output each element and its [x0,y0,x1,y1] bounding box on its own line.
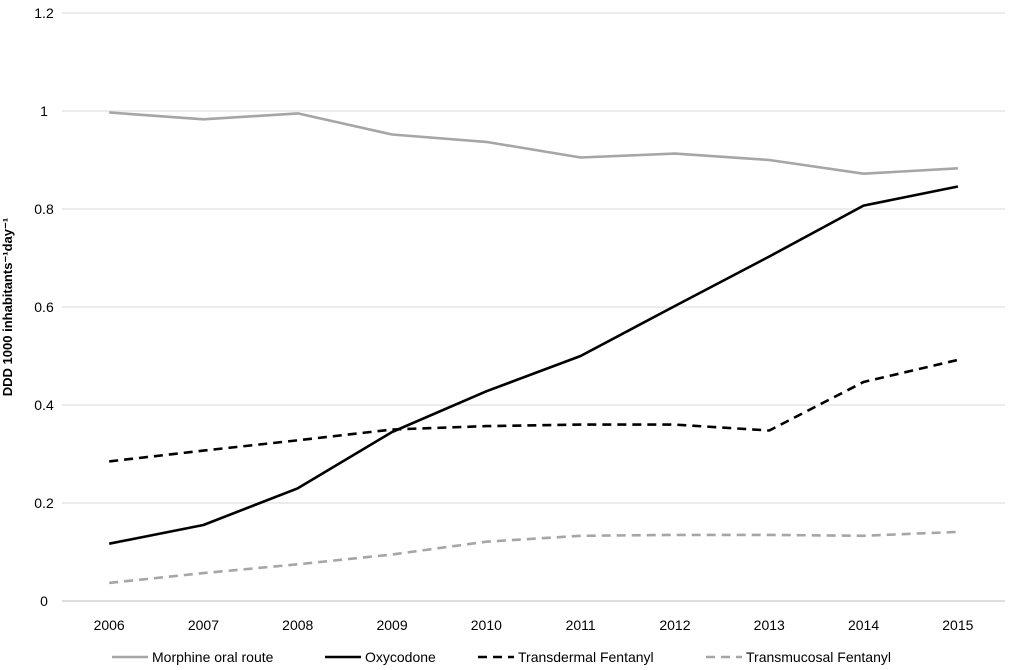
x-tick-label: 2012 [659,617,690,633]
x-tick-label: 2014 [848,617,879,633]
legend: Morphine oral route Oxycodone Transdermal … [112,649,891,665]
x-tick-label: 2011 [566,617,596,633]
y-tick-labels: 0 0.2 0.4 0.6 0.8 1 1.2 [34,5,54,609]
series-line-oxycodone [108,185,959,545]
gridlines [62,12,1005,504]
legend-label: Oxycodone [365,649,436,665]
series-line-transdermal-fentanyl [109,358,959,463]
x-tick-label: 2009 [376,617,407,633]
series-lines [108,111,959,585]
legend-label: Transdermal Fentanyl [518,649,654,665]
series-line-transmucosal-fentanyl [109,530,958,585]
x-tick-label: 2008 [282,617,313,633]
y-tick-label: 0.4 [34,397,54,413]
x-tick-label: 2007 [188,617,219,633]
legend-label: Transmucosal Fentanyl [746,649,891,665]
y-tick-label: 0.8 [34,201,54,217]
x-tick-label: 2010 [471,617,502,633]
x-tick-label: 2013 [754,617,785,633]
y-tick-label: 0 [40,593,48,609]
x-tick-labels: 2006 2007 2008 2009 2010 2011 2012 2013 2014 2015 [94,617,974,633]
series-line-morphine-oral-route [109,111,958,175]
y-axis-title: DDD 1000 inhabitants⁻¹day⁻¹ [0,218,15,396]
y-tick-label: 0.2 [34,495,54,511]
y-tick-label: 1.2 [34,5,54,21]
x-tick-label: 2006 [94,617,125,633]
legend-label: Morphine oral route [152,649,274,665]
y-tick-label: 0.6 [34,299,54,315]
y-tick-label: 1 [40,103,48,119]
x-tick-label: 2015 [942,617,973,633]
